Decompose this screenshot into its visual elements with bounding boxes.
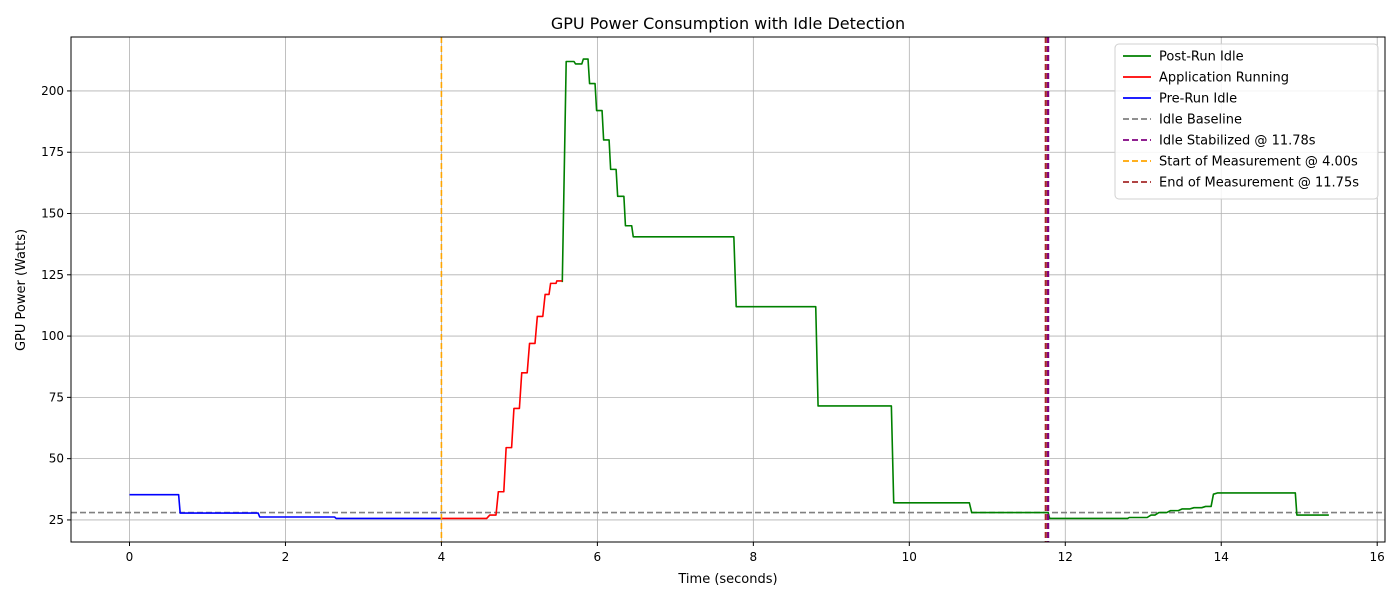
x-tick-label: 10 <box>902 550 917 564</box>
y-axis-ticks: 25 50 75 100 125 150 175 200 <box>41 84 71 527</box>
x-tick-label: 0 <box>126 550 134 564</box>
series-post-run-idle <box>561 58 1329 520</box>
x-axis-ticks: 0 2 4 6 8 10 12 14 16 <box>126 542 1385 564</box>
legend-label: Post-Run Idle <box>1159 50 1244 65</box>
x-tick-label: 2 <box>282 550 290 564</box>
y-tick-label: 100 <box>41 329 64 343</box>
chart-title: GPU Power Consumption with Idle Detectio… <box>551 14 905 33</box>
legend: Post-Run Idle Application Running Pre-Run … <box>1114 43 1379 200</box>
y-tick-label: 150 <box>41 207 64 221</box>
legend-label: Pre-Run Idle <box>1159 92 1237 107</box>
y-tick-label: 200 <box>41 84 64 98</box>
x-tick-label: 6 <box>594 550 602 564</box>
series-pre-run-idle <box>129 493 442 520</box>
legend-label: Idle Stabilized @ 11.78s <box>1159 134 1316 149</box>
legend-label: Idle Baseline <box>1159 113 1242 128</box>
reference-lines-vertical <box>440 37 1050 542</box>
y-axis-label: GPU Power (Watts) <box>14 229 29 351</box>
x-tick-label: 16 <box>1370 550 1385 564</box>
plot-frame <box>70 36 1386 543</box>
y-tick-label: 75 <box>49 390 64 404</box>
legend-label: End of Measurement @ 11.75s <box>1159 176 1359 191</box>
series-layer <box>129 58 1329 520</box>
y-tick-label: 25 <box>49 513 64 527</box>
x-tick-label: 14 <box>1214 550 1229 564</box>
legend-box <box>1114 43 1379 200</box>
y-tick-label: 50 <box>49 452 64 466</box>
grid-lines <box>71 37 1385 542</box>
x-tick-label: 4 <box>438 550 446 564</box>
x-tick-label: 12 <box>1058 550 1073 564</box>
y-tick-label: 125 <box>41 268 64 282</box>
legend-label: Application Running <box>1159 71 1289 86</box>
x-axis-label: Time (seconds) <box>677 572 777 587</box>
legend-label: Start of Measurement @ 4.00s <box>1159 155 1358 170</box>
x-tick-label: 8 <box>750 550 758 564</box>
series-application-running <box>441 280 563 520</box>
y-tick-label: 175 <box>41 145 64 159</box>
